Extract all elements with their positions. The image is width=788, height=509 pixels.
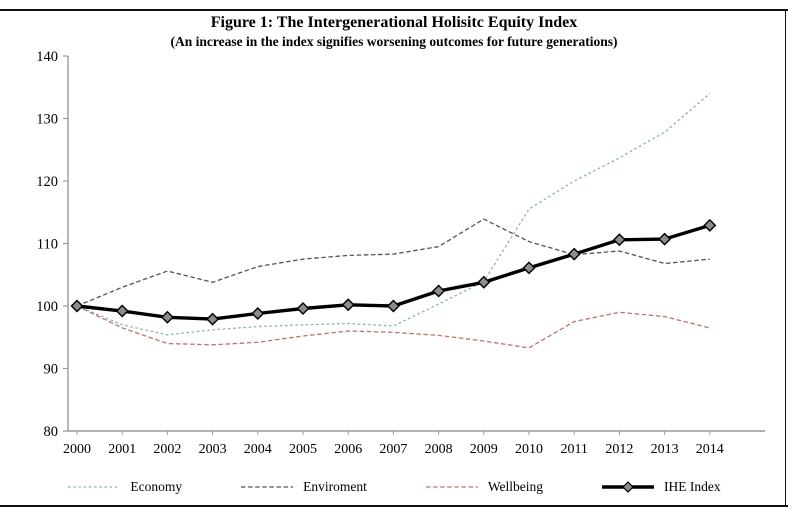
legend-label-economy: Economy — [130, 479, 183, 494]
y-axis-tick-label: 90 — [44, 361, 59, 377]
data-point-marker-ihe-index — [115, 304, 129, 318]
legend-item-wellbeing: Wellbeing — [425, 479, 543, 495]
x-axis-tick-label: 2008 — [425, 442, 453, 457]
data-point-marker-ihe-index — [341, 298, 355, 312]
data-point-marker-ihe-index — [567, 247, 581, 261]
chart-legend: Economy Enviroment Wellbeing IHE Index — [0, 474, 788, 500]
x-axis-tick-label: 2002 — [153, 442, 181, 457]
legend-label-ihe-index: IHE Index — [664, 479, 721, 494]
y-axis-tick-label: 100 — [36, 299, 58, 315]
legend-line-sample-enviroment — [241, 486, 294, 488]
x-axis-tick-label: 2003 — [199, 442, 227, 457]
y-axis-tick-label: 110 — [37, 236, 58, 252]
data-point-marker-ihe-index — [251, 307, 265, 320]
bottom-border-rule — [0, 505, 788, 507]
legend-item-ihe-index: IHE Index — [601, 479, 721, 495]
y-axis-tick-label: 130 — [36, 111, 58, 127]
series-line-economy — [76, 93, 711, 336]
right-border-rule — [785, 9, 786, 506]
legend-line-sample-economy — [68, 486, 121, 488]
x-axis-tick-label: 2010 — [515, 442, 543, 457]
x-axis-tick-label: 2006 — [334, 442, 362, 457]
data-point-marker-ihe-index — [386, 299, 400, 313]
data-point-marker-ihe-index — [206, 312, 220, 326]
legend-label-enviroment: Enviroment — [303, 479, 367, 494]
x-axis-tick-label: 2005 — [289, 442, 317, 457]
x-axis-tick-label: 2011 — [560, 442, 587, 457]
legend-line-sample-wellbeing — [425, 486, 478, 488]
x-axis-tick-label: 2004 — [244, 442, 272, 457]
x-axis-tick-label: 2007 — [379, 442, 407, 457]
y-axis-tick-label: 80 — [44, 424, 59, 440]
top-border-rule — [0, 9, 788, 11]
y-axis-tick-label: 120 — [36, 174, 58, 190]
data-point-marker-ihe-index — [160, 310, 174, 324]
data-point-marker-ihe-index — [522, 261, 536, 275]
x-axis-tick-label: 2000 — [63, 442, 91, 457]
data-point-marker-ihe-index — [658, 232, 672, 246]
data-point-marker-ihe-index — [477, 275, 491, 289]
x-axis-tick-label: 2009 — [470, 442, 498, 457]
x-axis-tick-label: 2014 — [696, 442, 724, 457]
x-axis-tick-label: 2013 — [651, 442, 679, 457]
legend-item-economy: Economy — [67, 479, 182, 495]
data-point-marker-ihe-index — [296, 302, 310, 315]
legend-label-wellbeing: Wellbeing — [487, 479, 544, 494]
x-axis-tick-label: 2012 — [605, 442, 633, 457]
legend-line-sample-ihe-index — [602, 481, 655, 493]
data-point-marker-ihe-index — [432, 284, 446, 298]
legend-diamond-marker — [622, 481, 634, 493]
series-line-enviroment — [76, 218, 710, 307]
data-point-marker-ihe-index — [703, 218, 717, 232]
data-point-marker-ihe-index — [70, 299, 84, 313]
x-axis-tick-label: 2001 — [108, 442, 136, 457]
legend-item-enviroment: Enviroment — [240, 479, 367, 495]
data-point-marker-ihe-index — [612, 233, 626, 247]
chart-canvas: 80 90 100 110 120 130 140 2000 2001 2002 2003 2004 2… — [36, 49, 765, 457]
chart-subtitle: (An increase in the index signifies wors… — [170, 34, 618, 49]
y-axis-tick-label: 140 — [36, 49, 58, 65]
chart-title: Figure 1: The Intergenerational Holisitc… — [210, 14, 578, 31]
